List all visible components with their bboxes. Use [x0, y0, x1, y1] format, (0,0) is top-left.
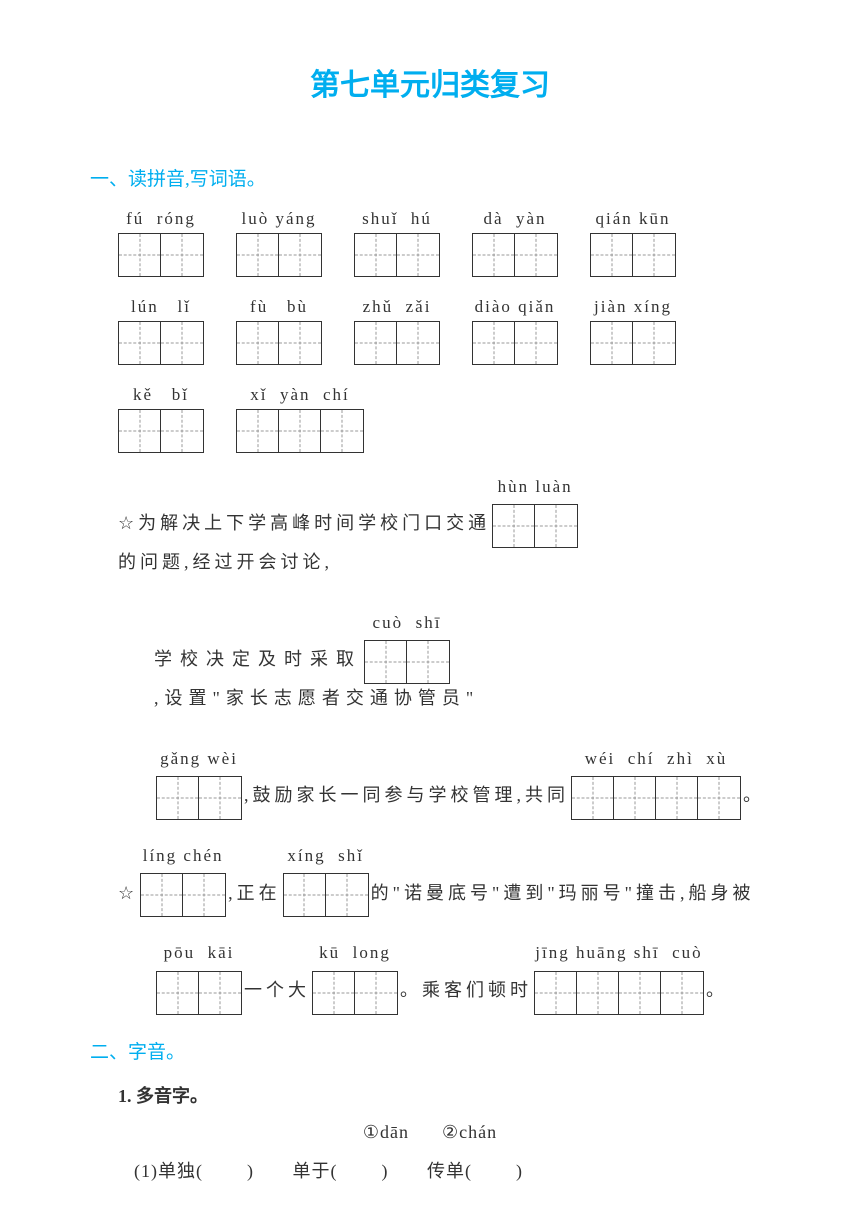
text-segment: 为解决上下学高峰时间学校门口交通: [138, 509, 490, 548]
options-line: ①dān ②chán: [90, 1122, 770, 1143]
sub-item-1: 1. 多音字。: [118, 1082, 770, 1108]
sentence-line-4: ☆ líng chén ,正在 xíng shǐ 的"诺曼底号"遭到"玛丽号"撞…: [118, 842, 770, 917]
section-2-header: 二、字音。: [90, 1037, 770, 1064]
text-segment: 学校决定及时采取: [154, 645, 362, 684]
text-segment: 的"诺曼底号"遭到"玛丽号"撞击,船身被: [371, 879, 755, 918]
star-icon: ☆: [118, 879, 134, 918]
fill-box[interactable]: pōu kāi: [156, 939, 242, 1014]
text-segment: 的问题,经过开会讨论,: [118, 548, 333, 587]
text-segment: ,正在: [228, 879, 281, 918]
page-title: 第七单元归类复习: [90, 60, 770, 104]
sentence-line-5: pōu kāi 一个大 kū long 。乘客们顿时 jīng huāng sh…: [154, 939, 770, 1014]
sentence-line-2: 学校决定及时采取 cuò shī ,设置"家长志愿者交通协管员": [154, 609, 770, 723]
section-1-header: 一、读拼音,写词语。: [90, 164, 770, 191]
text-segment: 一个大: [244, 976, 310, 1015]
pinyin-row-3: kě bǐxǐ yàn chí: [118, 385, 770, 453]
text-segment: ,鼓励家长一同参与学校管理,共同: [244, 781, 569, 820]
pinyin-row-2: lún lǐfù bùzhǔ zǎidiào qiǎnjiàn xíng: [118, 297, 770, 365]
text-segment: 。: [743, 781, 765, 820]
text-segment: ,设置"家长志愿者交通协管员": [154, 684, 479, 723]
fill-box[interactable]: wéi chí zhì xù: [571, 745, 741, 820]
pinyin-row-1: fú róngluò yángshuǐ húdà yànqián kūn: [118, 209, 770, 277]
fill-box[interactable]: cuò shī: [364, 609, 450, 684]
fill-box[interactable]: líng chén: [140, 842, 226, 917]
fill-box[interactable]: hùn luàn: [492, 473, 578, 548]
text-segment: 。: [706, 976, 728, 1015]
fill-box[interactable]: xíng shǐ: [283, 842, 369, 917]
question-1: (1)单独( ) 单于( ) 传单( ): [134, 1157, 770, 1183]
sentence-line-1: ☆ 为解决上下学高峰时间学校门口交通 hùn luàn 的问题,经过开会讨论,: [118, 473, 770, 587]
fill-box[interactable]: jīng huāng shī cuò: [534, 939, 704, 1014]
fill-box[interactable]: kū long: [312, 939, 398, 1014]
text-segment: 。乘客们顿时: [400, 976, 532, 1015]
star-icon: ☆: [118, 509, 134, 548]
fill-box[interactable]: gǎng wèi: [156, 745, 242, 820]
sentence-line-3: gǎng wèi ,鼓励家长一同参与学校管理,共同 wéi chí zhì xù…: [154, 745, 770, 820]
